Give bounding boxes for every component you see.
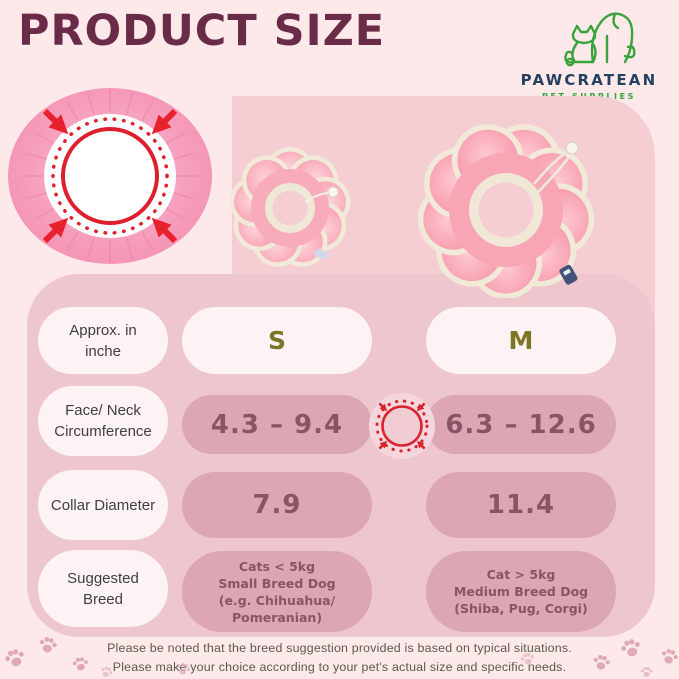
value-breed-s: Cats < 5kg Small Breed Dog (e.g. Chihuahua… [182, 551, 372, 632]
value-diameter-m: 11.4 [426, 472, 616, 538]
paw-print-icon [591, 652, 613, 672]
dog-and-cat-icon [564, 12, 636, 67]
brand-name: PAWCRATEAN [520, 71, 658, 89]
page-title: PRODUCT SIZE [18, 6, 386, 56]
paw-print-icon [71, 655, 90, 673]
column-header-size-m: M [426, 307, 616, 374]
value-circumference-m: 6.3 – 12.6 [426, 395, 616, 454]
cord-toggle [327, 186, 339, 198]
size-m-label: M [508, 326, 534, 355]
row-label-text: Collar Diameter [50, 496, 156, 514]
row-label-circumference: Face/ Neck Circumference [38, 386, 168, 456]
row-label-diameter: Collar Diameter [38, 470, 168, 540]
disclaimer-note: Please be noted that the breed suggestio… [30, 639, 649, 677]
size-s-label: S [267, 326, 286, 355]
paw-print-icon [1, 645, 29, 671]
value-breed-m: Cat > 5kg Medium Breed Dog (Shiba, Pug, Co… [426, 551, 616, 632]
row-label-breed: Suggested Breed [38, 550, 168, 627]
row-label-approx: Approx. in inche [38, 307, 168, 374]
row-label-text: Approx. in inche [69, 321, 137, 360]
disclaimer-line-2: Please make your choice according to you… [112, 660, 567, 674]
column-header-size-s: S [182, 307, 372, 374]
row-label-text: Face/ Neck Circumference [54, 402, 152, 440]
row-label-text: Suggested Breed [67, 569, 139, 608]
paw-print-icon [658, 646, 679, 668]
value-diameter-s: 7.9 [182, 472, 372, 538]
paw-print-icon [36, 634, 59, 656]
measure-circle [61, 127, 159, 225]
size-s-collar-image [231, 146, 351, 270]
adjustment-cord [535, 153, 573, 195]
label-tag-print [562, 268, 571, 276]
value-circumference-s: 4.3 – 9.4 [182, 395, 372, 454]
disclaimer-line-1: Please be noted that the breed suggestio… [107, 641, 572, 655]
label-tag [314, 248, 328, 260]
cord-toggle [565, 141, 579, 155]
dotted-measure-circle [51, 117, 169, 235]
label-tag [559, 264, 578, 285]
collar-neck-opening-closeup-image [0, 80, 232, 276]
paw-print-icon [640, 666, 653, 678]
measure-circle-icon [369, 393, 435, 459]
brand-logo: PAWCRATEAN PET SUPPLIES [507, 4, 671, 101]
size-m-collar-image [414, 118, 598, 298]
